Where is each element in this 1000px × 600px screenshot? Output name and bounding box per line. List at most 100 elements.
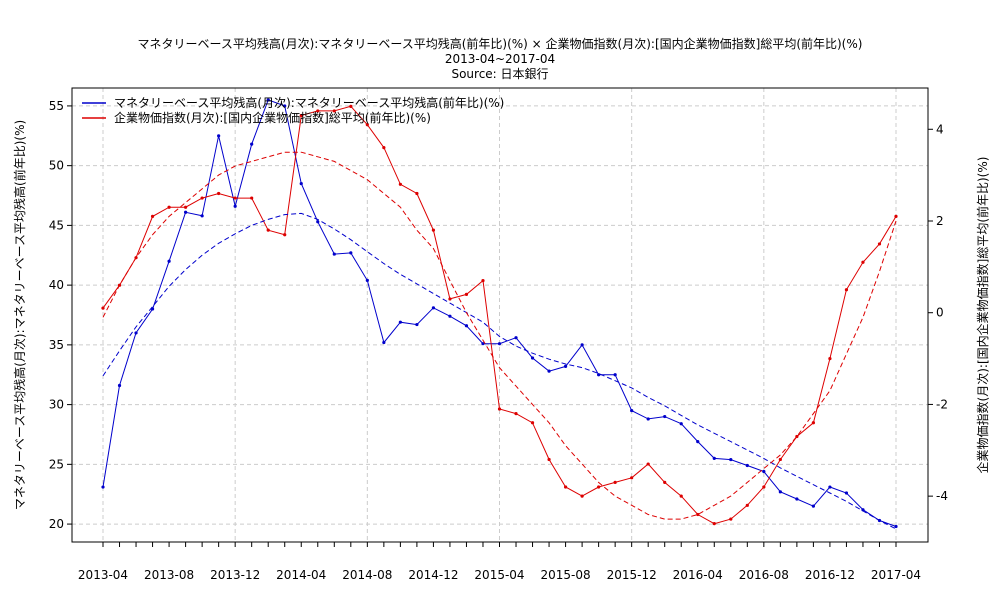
- data-point-cgpi: [349, 104, 353, 108]
- data-point-cgpi: [646, 462, 650, 466]
- data-point-cgpi: [316, 109, 320, 113]
- data-point-cgpi: [663, 480, 667, 484]
- y-left-tick-label: 45: [49, 218, 64, 232]
- chart-title: マネタリーベース平均残高(月次):マネタリーベース平均残高(前年比)(%) × …: [138, 36, 863, 51]
- y-left-tick-label: 55: [49, 99, 64, 113]
- data-point-cgpi: [365, 123, 369, 127]
- data-point-cgpi: [184, 205, 188, 209]
- data-point-monetary-base: [398, 320, 402, 324]
- data-point-cgpi: [398, 182, 402, 186]
- data-point-cgpi: [811, 421, 815, 425]
- data-point-monetary-base: [563, 364, 568, 368]
- y-left-tick-label: 40: [49, 278, 64, 292]
- data-point-monetary-base: [580, 343, 584, 347]
- data-point-cgpi: [200, 196, 204, 200]
- data-point-cgpi: [415, 191, 419, 196]
- data-point-monetary-base: [613, 373, 617, 377]
- data-point-monetary-base: [283, 104, 287, 108]
- x-tick-label: 2015-12: [607, 568, 657, 582]
- data-point-cgpi: [514, 411, 518, 416]
- x-tick-label: 2016-04: [673, 568, 723, 582]
- data-point-monetary-base: [530, 356, 535, 360]
- x-tick-label: 2017-04: [871, 568, 921, 582]
- data-point-monetary-base: [101, 485, 105, 489]
- data-point-monetary-base: [547, 369, 551, 373]
- data-point-cgpi: [894, 214, 898, 219]
- data-point-cgpi: [563, 485, 568, 489]
- data-point-monetary-base: [415, 322, 419, 327]
- x-tick-label: 2016-12: [805, 568, 855, 582]
- data-point-cgpi: [762, 485, 766, 489]
- data-point-monetary-base: [762, 469, 766, 474]
- data-point-cgpi: [696, 512, 700, 517]
- data-point-monetary-base: [233, 204, 237, 208]
- data-point-monetary-base: [382, 340, 386, 345]
- data-point-cgpi: [266, 228, 270, 232]
- legend-label-cgpi: 企業物価指数(月次):[国内企業物価指数]総平均(前年比)(%): [114, 110, 431, 125]
- x-tick-label: 2014-12: [408, 568, 458, 582]
- data-point-monetary-base: [795, 497, 799, 501]
- data-point-cgpi: [150, 214, 155, 219]
- data-point-monetary-base: [646, 417, 650, 421]
- chart-subtitle: 2013-04~2017-04: [445, 52, 555, 66]
- data-point-cgpi: [712, 522, 716, 526]
- data-point-cgpi: [250, 196, 254, 200]
- data-point-cgpi: [382, 146, 386, 150]
- data-point-cgpi: [613, 480, 617, 484]
- x-tick-label: 2014-04: [276, 568, 326, 582]
- data-point-monetary-base: [167, 259, 171, 263]
- data-point-monetary-base: [184, 210, 188, 214]
- data-point-monetary-base: [117, 383, 122, 388]
- data-point-monetary-base: [597, 373, 601, 377]
- x-tick-label: 2013-12: [210, 568, 260, 582]
- y-left-tick-label: 25: [49, 457, 64, 471]
- data-point-cgpi: [299, 113, 303, 118]
- data-point-cgpi: [597, 485, 601, 489]
- data-point-cgpi: [630, 476, 634, 480]
- data-point-cgpi: [729, 517, 733, 521]
- data-point-monetary-base: [696, 440, 700, 444]
- data-point-monetary-base: [828, 485, 832, 489]
- y-left-tick-label: 30: [49, 398, 64, 412]
- data-point-monetary-base: [844, 491, 849, 495]
- data-point-cgpi: [745, 503, 749, 507]
- y-axis-right-label: 企業物価指数(月次):[国内企業物価指数]総平均(前年比)(%): [975, 157, 990, 474]
- data-point-cgpi: [464, 292, 469, 296]
- grid: [72, 88, 928, 542]
- data-point-monetary-base: [134, 331, 138, 335]
- data-point-monetary-base: [464, 324, 469, 328]
- data-point-cgpi: [448, 297, 452, 301]
- y-left-tick-label: 35: [49, 338, 64, 352]
- data-point-monetary-base: [497, 342, 502, 346]
- trend-line-cgpi: [102, 151, 897, 520]
- trend-line-monetary-base: [102, 212, 897, 530]
- data-point-monetary-base: [200, 214, 204, 218]
- data-point-monetary-base: [365, 278, 369, 282]
- data-point-monetary-base: [894, 524, 898, 529]
- data-point-cgpi: [547, 457, 551, 462]
- data-point-cgpi: [481, 279, 485, 283]
- data-point-monetary-base: [217, 134, 221, 138]
- x-tick-label: 2013-04: [78, 568, 128, 582]
- data-point-cgpi: [844, 288, 849, 292]
- data-point-cgpi: [778, 457, 782, 462]
- legend: マネタリーベース平均残高(月次):マネタリーベース平均残高(前年比)(%) 企業…: [82, 95, 504, 125]
- y-right-tick-label: -2: [936, 397, 948, 411]
- data-point-cgpi: [233, 196, 237, 200]
- data-point-cgpi: [167, 205, 171, 209]
- data-point-monetary-base: [729, 457, 733, 462]
- data-point-cgpi: [679, 494, 683, 498]
- data-point-monetary-base: [250, 142, 254, 146]
- data-point-monetary-base: [349, 251, 353, 255]
- y-right-tick-label: 2: [936, 214, 944, 228]
- data-point-cgpi: [217, 191, 221, 196]
- data-point-monetary-base: [481, 342, 485, 346]
- x-tick-label: 2015-08: [541, 568, 591, 582]
- data-point-monetary-base: [332, 252, 336, 256]
- data-point-cgpi: [332, 109, 336, 113]
- x-tick-label: 2013-08: [144, 568, 194, 582]
- data-point-cgpi: [877, 242, 882, 246]
- data-point-cgpi: [101, 306, 105, 310]
- data-point-monetary-base: [266, 98, 270, 102]
